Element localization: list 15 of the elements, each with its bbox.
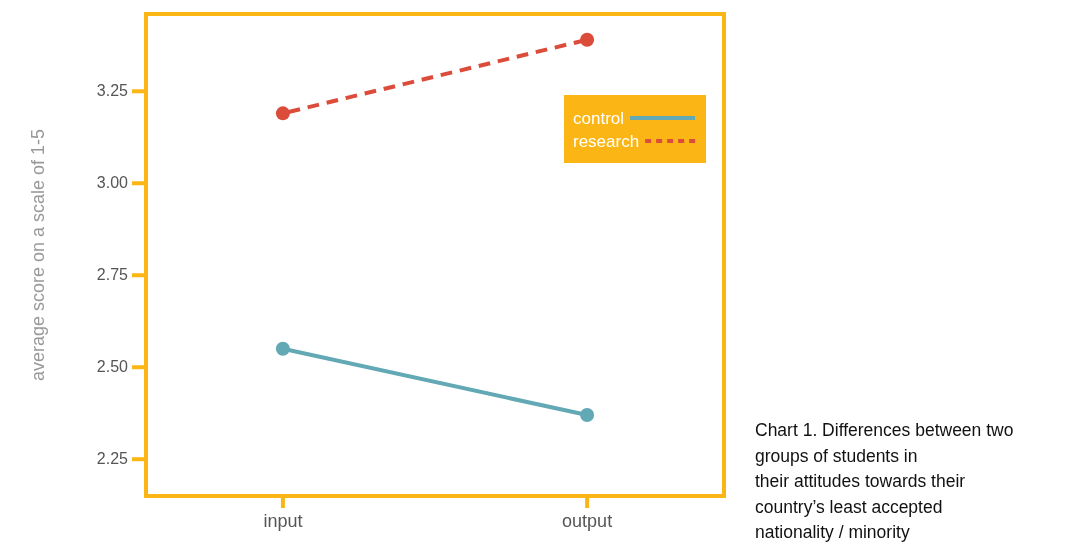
- point: [580, 408, 595, 423]
- point: [275, 106, 290, 121]
- point: [275, 341, 290, 356]
- legend-label: control: [573, 109, 625, 128]
- y-tick-label: 2.50: [96, 358, 129, 376]
- y-tick-label: 3.25: [96, 82, 129, 100]
- caption: Chart 1. Differences between two groups of students in their attitudes towards their country’s least accepted nationality / minority: [755, 420, 1014, 542]
- legend-label: research: [573, 132, 640, 151]
- y-tick-label: 2.25: [96, 450, 129, 468]
- y-axis-title: average score on a scale of 1-5: [28, 128, 48, 382]
- y-tick-label: 2.75: [96, 266, 129, 284]
- point: [580, 32, 595, 47]
- y-tick-label: 3.00: [96, 174, 129, 192]
- x-tick-label: input: [263, 510, 303, 531]
- x-tick-label: output: [562, 510, 613, 531]
